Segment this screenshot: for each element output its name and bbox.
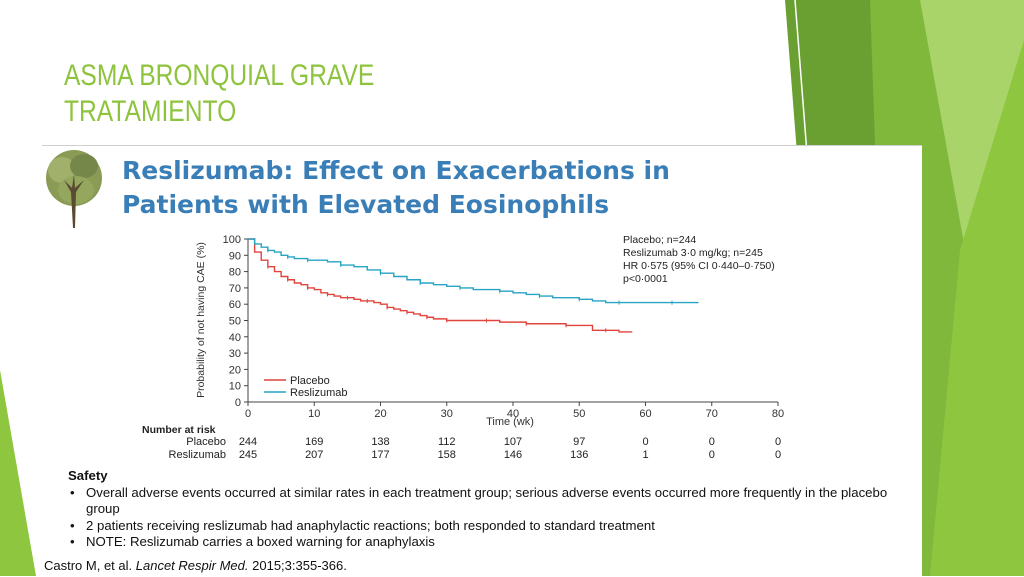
x-tick-label: 80 [772, 408, 784, 420]
safety-list: Overall adverse events occurred at simil… [68, 485, 918, 551]
citation-authors: Castro M, et al. [44, 558, 133, 573]
safety-item: NOTE: Reslizumab carries a boxed warning… [68, 534, 918, 551]
y-tick-label: 50 [229, 316, 241, 328]
decor-right-front [930, 40, 1024, 576]
risk-value: 1 [642, 449, 648, 461]
risk-value: 107 [504, 436, 522, 448]
x-tick-label: 10 [308, 408, 320, 420]
legend-label-placebo: Placebo [290, 375, 330, 387]
safety-item: 2 patients receiving reslizumab had anap… [68, 518, 918, 535]
y-tick-label: 30 [229, 348, 241, 360]
km-chart: 0 10 20 30 40 50 60 70 800102030405060708090100 … [142, 234, 784, 461]
y-tick-label: 0 [235, 397, 241, 409]
series-line-placebo [248, 238, 633, 333]
risk-value: 169 [305, 436, 323, 448]
risk-value: 0 [709, 436, 715, 448]
slide-title: ASMA BRONQUIAL GRAVE TRATAMIENTO [64, 58, 374, 130]
x-tick-label: 0 [245, 408, 251, 420]
citation-details: 2015;3:355-366. [252, 558, 347, 573]
x-tick-label: 50 [573, 408, 585, 420]
slide-title-line-1: ASMA BRONQUIAL GRAVE [64, 59, 375, 92]
chart-title: Reslizumab: Effect on Exacerbations in P… [122, 154, 670, 222]
chart-title-line-2: Patients with Elevated Eosinophils [122, 190, 610, 219]
citation-journal: Lancet Respir Med. [135, 558, 249, 573]
risk-value: 158 [438, 449, 456, 461]
risk-value: 0 [642, 436, 648, 448]
safety-item: Overall adverse events occurred at simil… [68, 485, 918, 518]
risk-row-label-reslizumab: Reslizumab [169, 449, 226, 461]
y-tick-label: 60 [229, 299, 241, 311]
slide-title-line-2: TRATAMIENTO [64, 95, 237, 128]
decor-left-shape [0, 370, 36, 576]
risk-value: 0 [775, 449, 781, 461]
risk-value: 245 [239, 449, 257, 461]
chart-panel: Reslizumab: Effect on Exacerbations in P… [42, 145, 922, 577]
legend-label-reslizumab: Reslizumab [290, 387, 347, 399]
safety-heading: Safety [68, 468, 108, 483]
y-tick-label: 100 [223, 234, 241, 246]
chart-curves [248, 238, 699, 333]
x-tick-label: 60 [639, 408, 651, 420]
annotation-line: Reslizumab 3·0 mg/kg; n=245 [623, 247, 763, 259]
risk-value: 136 [570, 449, 588, 461]
risk-value: 177 [371, 449, 389, 461]
risk-value: 97 [573, 436, 585, 448]
chart-axes: 0 10 20 30 40 50 60 70 80 0 10 20 30 40 50 60 70 80 90 100 [223, 234, 784, 420]
x-tick-label: 20 [374, 408, 386, 420]
citation: Castro M, et al. Lancet Respir Med. 2015… [44, 558, 347, 573]
annotation-line: p<0·0001 [623, 273, 668, 285]
annotation-line: Placebo; n=244 [623, 234, 696, 246]
y-tick-label: 20 [229, 364, 241, 376]
risk-table-header: Number at risk [142, 424, 216, 436]
chart-legend: Placebo Reslizumab [264, 375, 347, 399]
number-at-risk-table: Number at risk Placebo Reslizumab 244 169… [142, 424, 781, 461]
y-tick-label: 80 [229, 267, 241, 279]
risk-value: 112 [438, 436, 456, 448]
risk-value: 138 [371, 436, 389, 448]
x-axis-label: Time (wk) [486, 416, 534, 428]
tree-icon [46, 150, 102, 228]
risk-value: 146 [504, 449, 522, 461]
risk-value: 244 [239, 436, 257, 448]
x-tick-label: 30 [441, 408, 453, 420]
x-tick-label: 40 [507, 408, 519, 420]
stats-annotation: Placebo; n=244 Reslizumab 3·0 mg/kg; n=2… [623, 234, 775, 285]
series-line-reslizumab [248, 238, 699, 304]
y-tick-label: 40 [229, 332, 241, 344]
safety-section: Safety Overall adverse events occurred a… [68, 468, 918, 551]
y-axis-label: Probability of not having CAE (%) [195, 242, 207, 398]
x-tick-label: 70 [706, 408, 718, 420]
y-tick-label: 90 [229, 250, 241, 262]
risk-value: 0 [709, 449, 715, 461]
annotation-line: HR 0·575 (95% CI 0·440–0·750) [623, 260, 775, 272]
risk-row-label-placebo: Placebo [186, 436, 226, 448]
risk-value: 0 [775, 436, 781, 448]
y-tick-label: 70 [229, 283, 241, 295]
risk-value: 207 [305, 449, 323, 461]
chart-title-line-1: Reslizumab: Effect on Exacerbations in [122, 156, 670, 185]
y-tick-label: 10 [229, 381, 241, 393]
